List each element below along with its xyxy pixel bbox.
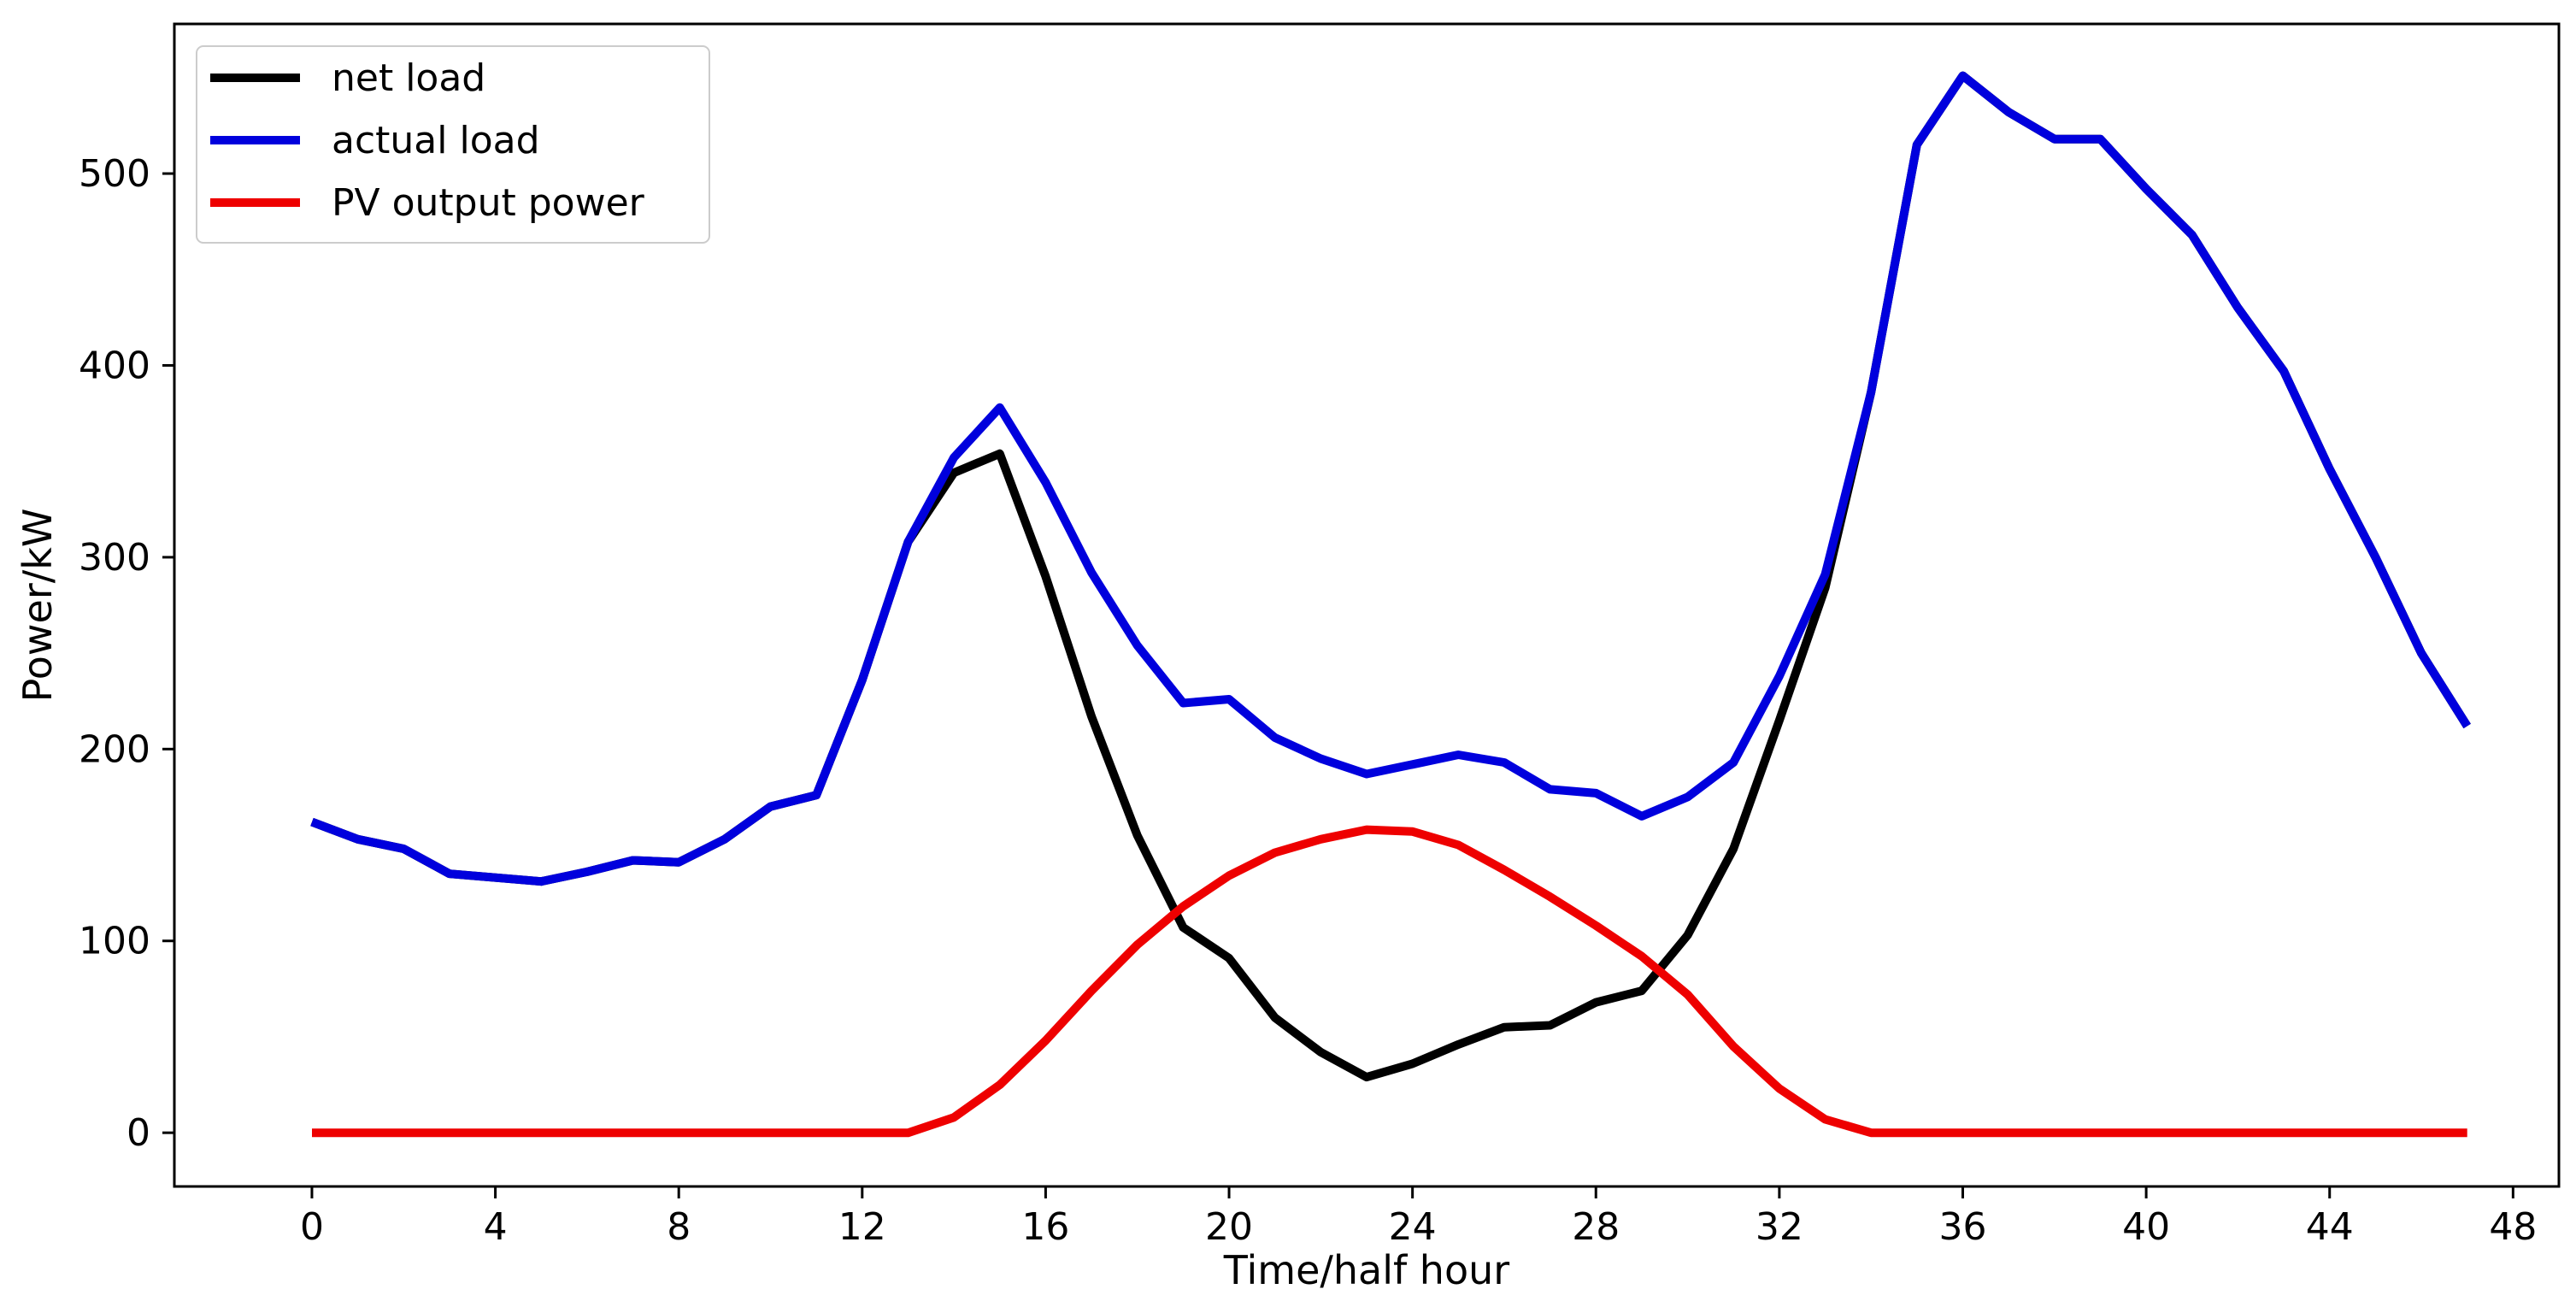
- y-tick-label: 500: [79, 152, 150, 196]
- legend-label-actual-load: actual load: [332, 119, 540, 162]
- x-tick-label: 4: [484, 1205, 508, 1249]
- x-tick-label: 0: [300, 1205, 324, 1249]
- y-tick-label: 0: [126, 1111, 150, 1155]
- legend-label-net-load: net load: [332, 56, 485, 100]
- legend-box: [196, 45, 710, 244]
- x-tick-label: 48: [2489, 1205, 2537, 1249]
- series-layer: [310, 71, 2471, 1138]
- x-tick-label: 32: [1756, 1205, 1803, 1249]
- y-axis-label: Power/kW: [15, 509, 61, 703]
- x-tick-label: 44: [2306, 1205, 2354, 1249]
- x-tick-label: 36: [1939, 1205, 1987, 1249]
- x-tick-label: 40: [2122, 1205, 2170, 1249]
- series-line-actual-load: [310, 71, 2471, 886]
- x-tick-label: 8: [667, 1205, 691, 1249]
- x-tick-label: 20: [1205, 1205, 1253, 1249]
- x-tick-label: 12: [838, 1205, 886, 1249]
- legend: net load actual load PV output power: [196, 45, 710, 244]
- legend-label-pv-output-power: PV output power: [332, 181, 645, 225]
- y-tick-label: 100: [79, 920, 150, 963]
- y-tick-label: 300: [79, 536, 150, 580]
- series-line-pv-output-power: [312, 825, 2467, 1138]
- y-tick-label: 200: [79, 727, 150, 771]
- plot-area-frame: [173, 22, 2561, 1188]
- x-tick-label: 16: [1021, 1205, 1069, 1249]
- x-axis-label: Time/half hour: [1223, 1247, 1509, 1293]
- y-tick-label: 400: [79, 344, 150, 387]
- x-tick-label: 28: [1572, 1205, 1620, 1249]
- x-tick-label: 24: [1389, 1205, 1437, 1249]
